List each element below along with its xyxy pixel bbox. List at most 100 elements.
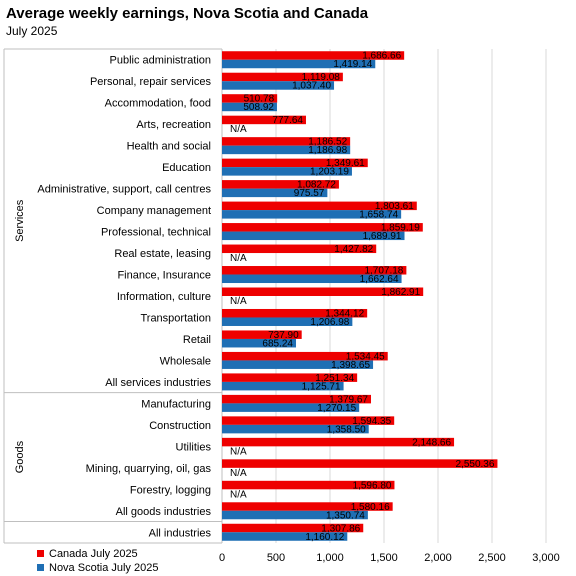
data-label: 1,125.71 (302, 381, 341, 392)
data-label: 1,862.91 (381, 287, 420, 298)
bar (222, 102, 277, 112)
category-label: All industries (149, 527, 212, 539)
bar (222, 381, 344, 391)
data-label: 1,119.08 (302, 72, 341, 83)
data-label: 975.57 (294, 188, 325, 199)
x-tick-label: 3,000 (532, 552, 560, 564)
data-label: 1,419.14 (333, 59, 372, 70)
bar (222, 51, 405, 60)
bar (222, 115, 306, 125)
bar (222, 351, 388, 361)
data-label: 1,358.50 (327, 424, 366, 435)
bar (222, 416, 395, 425)
data-label-na: N/A (230, 489, 247, 500)
legend-swatch (37, 564, 44, 571)
data-label: 1,379.67 (329, 394, 368, 405)
legend-label: Nova Scotia July 2025 (49, 562, 158, 574)
group-dividers: Services Goods (3, 48, 222, 544)
bar (222, 338, 297, 348)
bar (222, 510, 368, 520)
category-label: All goods industries (116, 506, 212, 518)
bar (222, 72, 343, 82)
bar (222, 532, 348, 541)
data-label: 1,186.98 (308, 145, 347, 156)
data-label: 1,534.45 (346, 351, 385, 362)
legend-label: Canada July 2025 (49, 548, 138, 560)
bar (222, 502, 393, 511)
data-label: 737.90 (268, 330, 299, 341)
x-tick-label: 1,500 (370, 552, 398, 564)
category-label: Administrative, support, call centres (37, 184, 211, 196)
data-label-na: N/A (230, 468, 247, 479)
bar (222, 330, 302, 339)
bar (222, 459, 498, 468)
data-label: 510.78 (244, 94, 275, 105)
data-label-na: N/A (230, 446, 247, 457)
data-label: 777.64 (272, 115, 303, 126)
category-label: Professional, technical (101, 227, 211, 239)
bar (222, 480, 395, 490)
category-label: Public administration (110, 55, 212, 67)
data-label: 508.92 (243, 102, 274, 113)
category-label: Manufacturing (141, 398, 211, 410)
legend: Canada July 2025 Nova Scotia July 2025 (37, 548, 158, 574)
category-label: Education (162, 162, 211, 174)
bar (222, 167, 352, 176)
data-label: 1,689.91 (363, 231, 402, 242)
category-label: Real estate, leasing (114, 248, 211, 260)
category-label: Retail (183, 334, 211, 346)
bar (222, 158, 368, 168)
data-label: 1,270.15 (317, 403, 356, 414)
data-label: 1,803.61 (375, 201, 414, 212)
bar (222, 403, 360, 412)
bar (222, 523, 364, 533)
bar (222, 223, 423, 232)
category-label: Arts, recreation (136, 119, 211, 131)
data-label: 1,349.61 (326, 158, 365, 169)
data-label: 1,859.19 (381, 223, 420, 234)
x-tick-label: 2,500 (478, 552, 506, 564)
data-label: 1,596.80 (353, 480, 392, 491)
data-label: 1,037.40 (292, 81, 331, 92)
legend-swatch (37, 550, 44, 557)
data-label: 1,686.66 (362, 51, 401, 62)
x-axis-ticks: 0 500 1,000 1,500 2,000 2,500 3,000 (219, 552, 560, 564)
bar (222, 287, 424, 296)
bar (222, 360, 374, 369)
category-label: Health and social (127, 141, 211, 153)
chart-title: Average weekly earnings, Nova Scotia and… (6, 5, 369, 22)
data-label: 1,307.86 (321, 523, 360, 534)
bar (222, 266, 407, 275)
bar (222, 145, 351, 155)
bar (222, 201, 417, 211)
category-labels: Public administration Personal, repair se… (37, 55, 211, 540)
category-label: Transportation (140, 312, 211, 324)
group-label: Services (14, 199, 26, 242)
data-label: 1,398.65 (331, 360, 370, 371)
category-label: Accommodation, food (105, 98, 211, 110)
category-label: Wholesale (160, 355, 211, 367)
category-label: Personal, repair services (90, 76, 212, 88)
x-tick-label: 1,000 (316, 552, 344, 564)
data-label: 1,580.16 (351, 502, 390, 513)
data-label: 1,594.35 (352, 416, 391, 427)
bar (222, 244, 377, 254)
data-label: 1,707.18 (364, 266, 403, 277)
bar (222, 59, 376, 69)
bar (222, 317, 353, 326)
data-label: 1,186.52 (308, 137, 347, 148)
bar (222, 210, 402, 219)
bar (222, 437, 455, 447)
bar (222, 137, 351, 146)
data-label: 685.24 (262, 338, 293, 349)
x-tick-label: 0 (219, 552, 225, 564)
category-label: Mining, quarrying, oil, gas (86, 463, 212, 475)
bar (222, 94, 278, 103)
bar (222, 373, 358, 382)
bar (222, 308, 368, 318)
data-label: 1,203.19 (310, 167, 349, 178)
data-label: 1,160.12 (305, 532, 344, 543)
bar (222, 180, 339, 189)
category-label: Forestry, logging (130, 484, 211, 496)
